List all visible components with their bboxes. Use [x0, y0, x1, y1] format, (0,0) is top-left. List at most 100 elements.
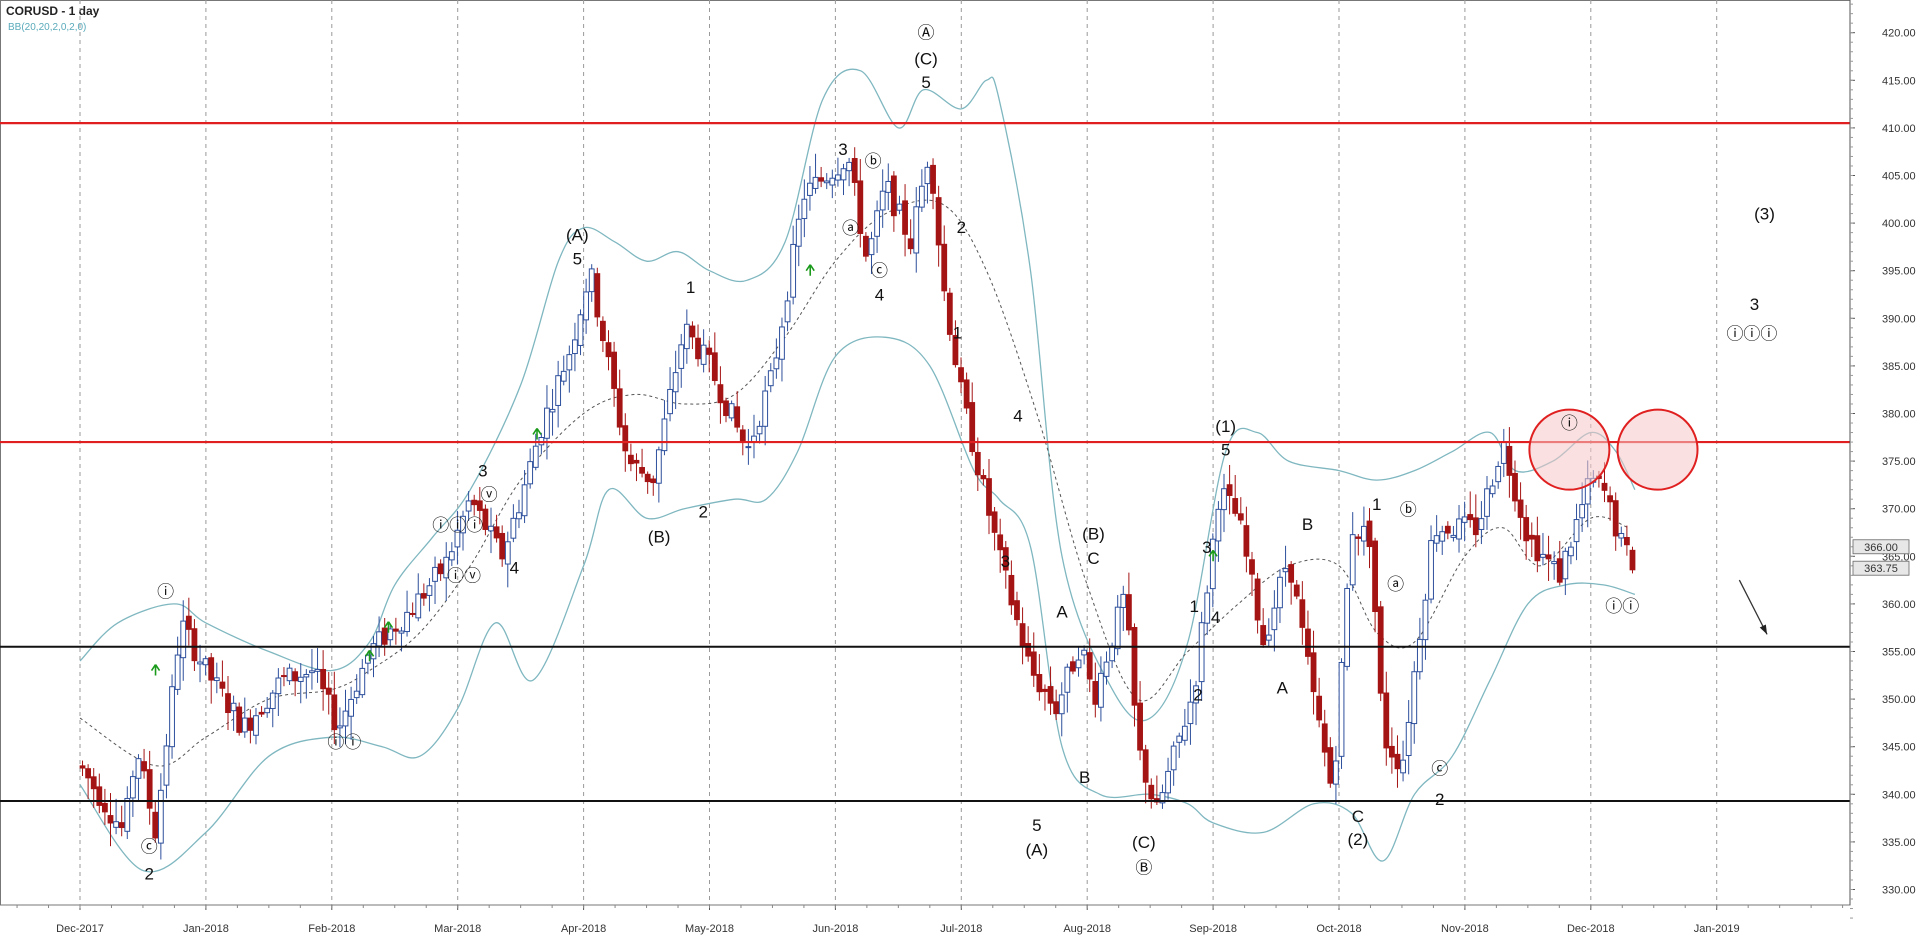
- candle-down: [1512, 472, 1518, 502]
- candle-up: [678, 344, 685, 369]
- candle-down: [1506, 445, 1513, 476]
- wave-label: ⓒ: [1431, 760, 1448, 779]
- wave-label: 5: [921, 73, 930, 92]
- candle-up: [835, 174, 841, 181]
- candle-up: [1416, 638, 1423, 673]
- candle-up: [840, 168, 847, 181]
- candle-down: [219, 681, 226, 689]
- x-tick-label: Oct-2018: [1316, 923, 1361, 935]
- candle-down: [600, 320, 606, 342]
- candle-down: [1366, 520, 1373, 548]
- candle-down: [1047, 686, 1054, 704]
- candle-up: [448, 551, 455, 561]
- x-tick-label: Dec-2018: [1567, 923, 1615, 935]
- candle-up: [241, 717, 248, 733]
- candle-up: [309, 670, 315, 674]
- candle-down: [1053, 701, 1060, 715]
- x-tick-label: Jan-2018: [183, 923, 229, 935]
- wave-label: 3: [838, 140, 847, 159]
- candle-up: [1338, 661, 1345, 757]
- candle-down: [1355, 536, 1362, 539]
- candle-up: [527, 461, 534, 485]
- candle-up: [1193, 685, 1199, 704]
- candle-up: [1159, 792, 1166, 804]
- wave-label: 1: [953, 324, 962, 343]
- candle-down: [1623, 536, 1630, 546]
- wave-label: 2: [1193, 685, 1202, 704]
- candle-up: [1540, 553, 1546, 558]
- wave-label: 5: [1221, 441, 1230, 460]
- candle-down: [907, 238, 914, 250]
- candle-down: [1131, 626, 1138, 706]
- candle-up: [572, 339, 578, 355]
- wave-label: 1: [1189, 597, 1198, 616]
- candle-down: [734, 406, 741, 428]
- y-tick-label: 345.00: [1882, 742, 1916, 754]
- candle-down: [952, 335, 959, 366]
- candle-down: [1137, 702, 1143, 751]
- candle-up: [404, 611, 410, 633]
- candle-down: [1293, 584, 1300, 597]
- x-tick-label: Jul-2018: [940, 923, 982, 935]
- candle-down: [499, 532, 506, 560]
- wave-label: 4: [1013, 406, 1022, 425]
- candle-up: [918, 185, 925, 208]
- candle-down: [392, 628, 399, 632]
- candle-up: [823, 180, 830, 184]
- candle-up: [1344, 587, 1351, 667]
- candle-down: [493, 526, 500, 539]
- y-tick-label: 355.00: [1882, 647, 1916, 659]
- candle-down: [857, 180, 864, 234]
- y-tick-label: 360.00: [1882, 599, 1916, 611]
- candle-down: [1372, 540, 1378, 613]
- wave-label: 3: [1202, 538, 1211, 557]
- candle-down: [292, 671, 299, 682]
- candle-down: [420, 593, 427, 599]
- wave-label: ⓘⓥ: [447, 566, 481, 585]
- candle-down: [96, 786, 103, 806]
- candle-up: [124, 797, 131, 832]
- candle-up: [1265, 634, 1272, 641]
- candle-down: [862, 235, 869, 257]
- candle-up: [1411, 671, 1418, 725]
- wave-label: ⓘ: [1561, 414, 1578, 433]
- candle-up: [672, 372, 679, 393]
- y-tick-label: 400.00: [1882, 218, 1916, 230]
- candle-down: [102, 802, 108, 813]
- candle-down: [325, 687, 332, 695]
- candle-up: [1109, 645, 1116, 662]
- candle-up: [1221, 488, 1227, 511]
- candle-up: [314, 668, 321, 672]
- candle-down: [1523, 517, 1530, 542]
- candle-down: [1237, 513, 1244, 521]
- candle-down: [482, 508, 489, 530]
- candle-down: [152, 811, 159, 839]
- candle-up: [583, 291, 590, 321]
- y-tick-label: 335.00: [1882, 837, 1916, 849]
- candle-up: [1484, 488, 1490, 517]
- y-tick-label: 390.00: [1882, 313, 1916, 325]
- candle-up: [521, 484, 528, 517]
- candle-up: [230, 702, 237, 712]
- wave-label: ⓑ: [865, 152, 882, 171]
- candle-up: [1075, 659, 1082, 669]
- y-tick-label: 375.00: [1882, 456, 1916, 468]
- candle-up: [1400, 759, 1406, 774]
- candle-up: [655, 449, 662, 484]
- candle-up: [454, 529, 461, 548]
- candle-down: [1388, 745, 1395, 758]
- candle-up: [728, 403, 735, 419]
- candle-up: [1489, 485, 1496, 495]
- price-label: 366.00: [1864, 542, 1898, 554]
- candle-down: [141, 761, 147, 772]
- candle-up: [1181, 725, 1188, 741]
- y-tick-label: 385.00: [1882, 361, 1916, 373]
- candle-down: [935, 197, 942, 246]
- candle-up: [1103, 661, 1110, 677]
- wave-label: ⓐ: [842, 219, 859, 238]
- candle-down: [1467, 514, 1474, 521]
- candle-down: [1125, 594, 1132, 631]
- y-tick-label: 350.00: [1882, 694, 1916, 706]
- candle-down: [1299, 599, 1306, 628]
